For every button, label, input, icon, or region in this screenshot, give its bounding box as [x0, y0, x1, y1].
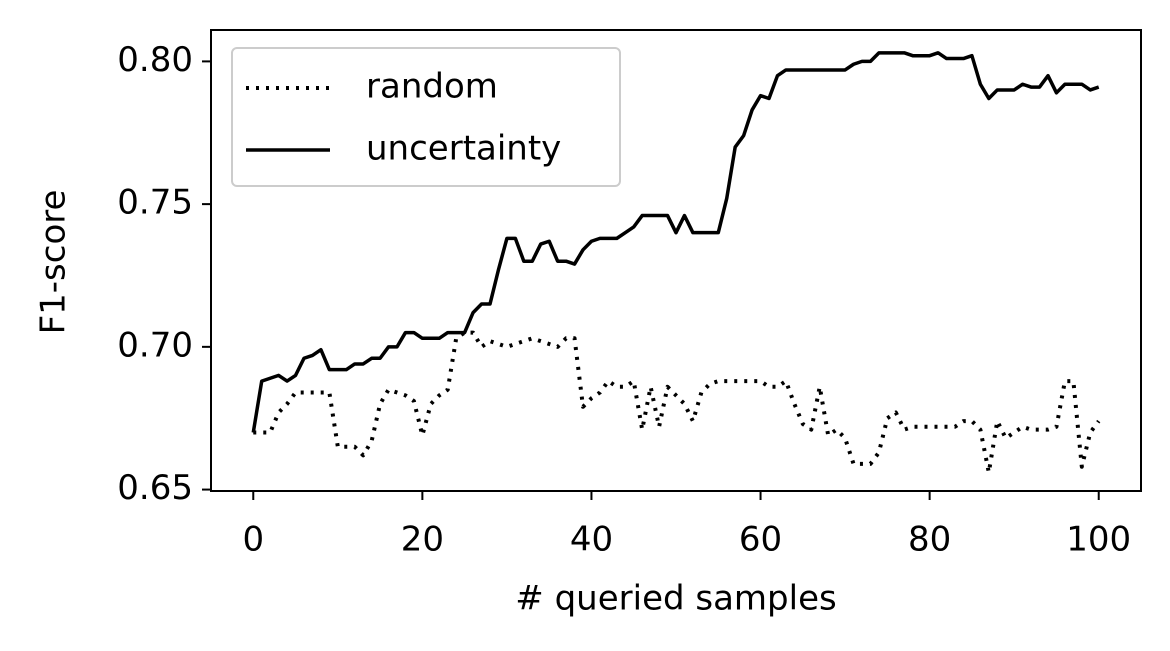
x-tick-label: 80	[908, 520, 951, 560]
x-tick-label: 0	[242, 520, 264, 560]
x-tick-label: 100	[1066, 520, 1131, 560]
legend-label: uncertainty	[366, 129, 561, 169]
y-tick-label: 0.75	[117, 183, 193, 223]
y-axis-label: F1-score	[34, 190, 74, 335]
x-tick-label: 40	[570, 520, 613, 560]
legend-label: random	[366, 67, 498, 107]
y-tick-label: 0.70	[117, 325, 193, 365]
line-uncertainty	[251, 51, 1100, 433]
y-tick-label: 0.80	[117, 40, 193, 80]
line-random	[253, 330, 1101, 475]
y-tick-label: 0.65	[117, 468, 193, 508]
x-axis-label: # queried samples	[515, 579, 836, 619]
plot-frame	[210, 29, 1142, 492]
x-tick-label: 20	[401, 520, 444, 560]
x-tick-label: 60	[739, 520, 782, 560]
